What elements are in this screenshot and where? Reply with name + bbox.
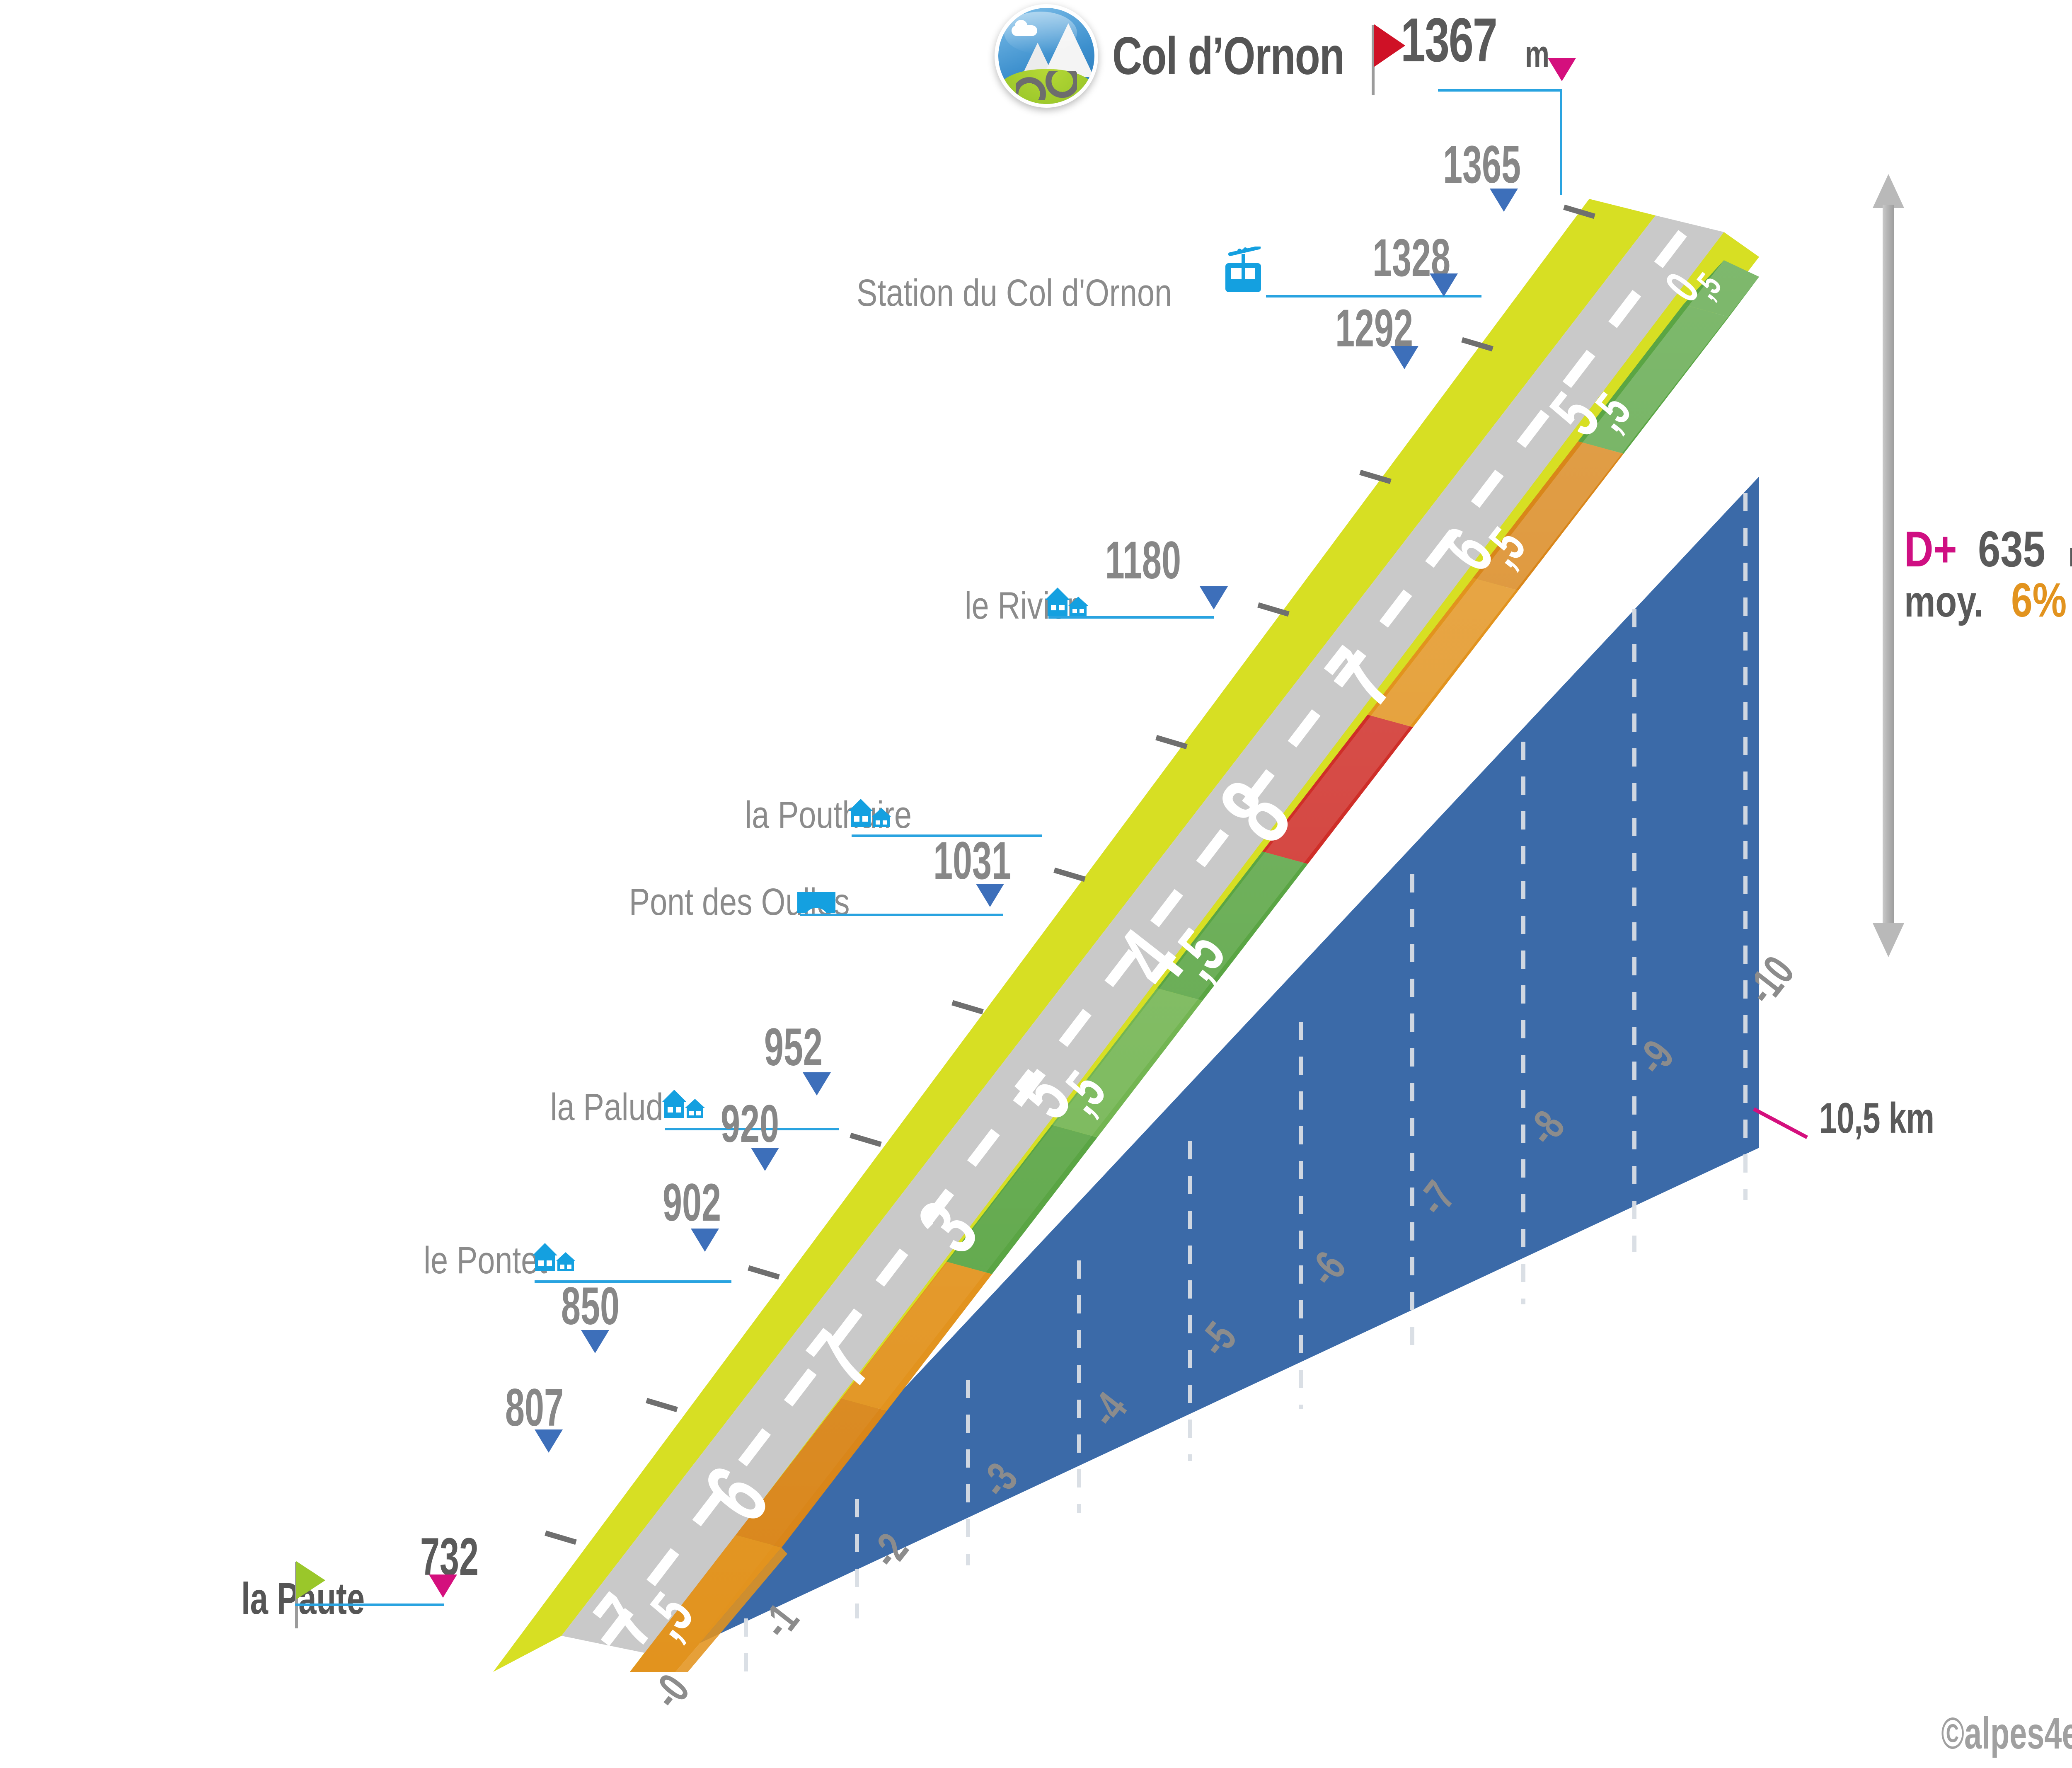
altitude-marker-1328 (1430, 273, 1458, 297)
leader-line-la-paute (295, 1604, 444, 1606)
total-length: 10,5 km (1819, 1094, 1975, 1143)
header: Col d’Ornon (995, 4, 1409, 108)
side-wall (630, 476, 1759, 1672)
summit-altitude-unit: m (1525, 33, 1550, 75)
altitude-1328: 1328 (1372, 228, 1450, 288)
leader-line-le-rivier (1048, 616, 1214, 619)
poi-name-le-pontet: le Pontet (424, 1239, 547, 1282)
poi-label-station: Station du Col d'Ornon (787, 271, 1172, 315)
alpes4ever-logo-icon (995, 4, 1098, 108)
leader-line-le-pontet (535, 1280, 731, 1283)
altitude-1365: 1365 (1443, 135, 1521, 194)
poi-label-pont-des-oulles: Pont des Oulles (477, 880, 850, 924)
dplus-label: D+ (1904, 521, 1957, 577)
summit-flag-pole (1372, 25, 1375, 95)
altitude-marker-920 (751, 1148, 779, 1171)
altitude-marker-952 (803, 1072, 831, 1096)
village-icon-le-rivier (1044, 584, 1090, 626)
altitude-1031: 1031 (933, 831, 1011, 890)
gradient-band (630, 260, 1759, 1672)
altitude-marker-1365 (1490, 189, 1518, 212)
village-icon-le-pontet (532, 1240, 577, 1281)
bridge-icon (796, 889, 837, 918)
poi-name-station: Station du Col d'Ornon (857, 272, 1172, 314)
altitude-marker-807 (535, 1429, 563, 1453)
altitude-marker-1031 (976, 884, 1004, 907)
altitude-marker-850 (581, 1330, 609, 1353)
poi-label-la-palud: la Palud (373, 1086, 663, 1129)
village-icon-la-pouthuire (847, 796, 893, 837)
leader-line-pont-des-oulles (800, 914, 1003, 916)
altitude-732: 732 (420, 1527, 479, 1587)
poi-name-la-palud: la Palud (550, 1086, 663, 1128)
start-marker-triangle (429, 1575, 457, 1598)
leader-line-station (1266, 295, 1481, 297)
village-icon-la-palud (661, 1086, 707, 1128)
start-flag-icon (296, 1561, 325, 1599)
altitude-807: 807 (505, 1378, 564, 1437)
altitude-952: 952 (764, 1018, 823, 1077)
stats-block: D+ 635 m moy. 6% (1904, 520, 2072, 628)
copyright-notice: ©alpes4ever.com (1941, 1708, 2072, 1758)
dplus-value: 635 (1978, 521, 2045, 577)
road-surface (562, 215, 1724, 1653)
poi-label-le-pontet: le Pontet (274, 1239, 547, 1282)
avg-label: moy. (1904, 577, 1984, 626)
elevation-gain-arrow (1873, 174, 1904, 957)
km-gridlines (744, 493, 1748, 1672)
km-separators (545, 204, 1595, 1545)
leader-line-la-palud (665, 1128, 839, 1130)
altitude-marker-902 (691, 1229, 719, 1252)
summit-altitude-value: 1367 (1401, 5, 1498, 75)
leader-line-la-pouthuire (852, 834, 1042, 837)
poi-label-le-rivier: le Rivier (704, 584, 1077, 628)
altitude-850: 850 (561, 1277, 620, 1336)
altitude-1180: 1180 (1105, 531, 1181, 590)
summit-flag-icon (1374, 24, 1405, 67)
altitude-920: 920 (721, 1094, 779, 1154)
summit-leader-line (1438, 89, 1562, 92)
summit-leader-drop (1560, 89, 1562, 195)
altitude-1292: 1292 (1335, 299, 1413, 358)
summit-marker-triangle (1548, 58, 1576, 81)
dplus-unit: m (2068, 535, 2072, 575)
page-title: Col d’Ornon (1112, 26, 1345, 86)
altitude-marker-1180 (1200, 586, 1228, 609)
altitude-902: 902 (663, 1173, 721, 1232)
altitude-marker-1292 (1390, 346, 1418, 369)
summit-altitude: 1367 m (1401, 4, 1559, 76)
avg-value: 6% (2011, 573, 2067, 627)
total-length-value: 10,5 km (1819, 1094, 1934, 1142)
cablecar-icon (1220, 247, 1266, 296)
